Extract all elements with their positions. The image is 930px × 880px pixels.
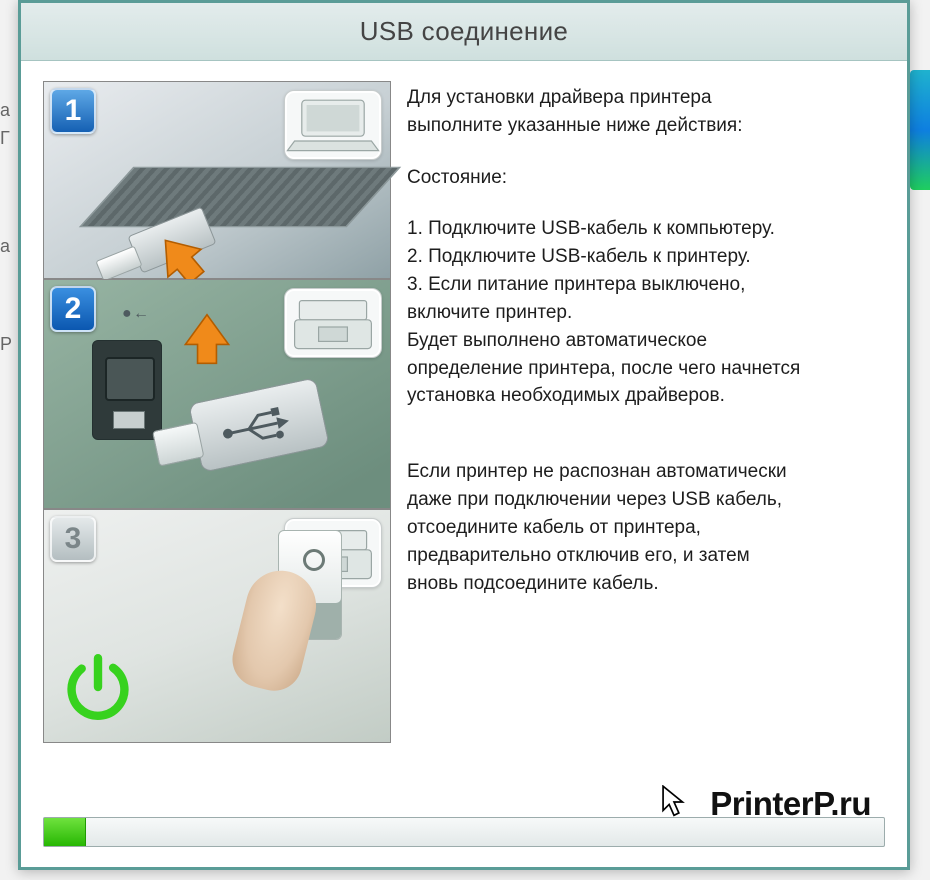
progress-fill xyxy=(44,818,86,846)
step-text: 2. Подключите USB-кабель к принтеру. xyxy=(407,244,879,270)
instruction-text: Для установки драйвера принтера выполнит… xyxy=(407,81,885,817)
watermark-text: PrinterP.ru xyxy=(710,785,871,823)
arrow-left-icon xyxy=(180,312,234,366)
power-icon xyxy=(62,651,134,728)
installer-window: USB соединение 1 2 ● ← xyxy=(18,0,910,870)
intro-line: выполните указанные ниже действия: xyxy=(407,113,879,139)
laptop-icon xyxy=(284,90,382,160)
state-label: Состояние: xyxy=(407,165,879,191)
finger-graphic xyxy=(227,563,324,696)
step-badge-1: 1 xyxy=(50,88,96,134)
step-badge-2: 2 xyxy=(50,286,96,332)
warn-text: даже при подключении через USB кабель, xyxy=(407,487,879,513)
steps-column: 1 2 ● ← xyxy=(43,81,391,817)
step-text: 3. Если питание принтера выключено, xyxy=(407,272,879,298)
printer-port xyxy=(92,340,162,440)
auto-text: установка необходимых драйверов. xyxy=(407,383,879,409)
step-text: 1. Подключите USB-кабель к компьютеру. xyxy=(407,216,879,242)
content-area: 1 2 ● ← xyxy=(21,61,907,817)
window-title: USB соединение xyxy=(360,16,568,47)
auto-text: Будет выполнено автоматическое xyxy=(407,328,879,354)
desktop-accent xyxy=(910,70,930,190)
warn-text: отсоедините кабель от принтера, xyxy=(407,515,879,541)
step-panel-1: 1 xyxy=(43,81,391,279)
warn-text: предварительно отключив его, и затем xyxy=(407,543,879,569)
printer-icon xyxy=(284,288,382,358)
step-panel-3: 3 xyxy=(43,509,391,743)
titlebar: USB соединение xyxy=(21,3,907,61)
footer xyxy=(21,817,907,867)
intro-line: Для установки драйвера принтера xyxy=(407,85,879,111)
usb-symbol-text: ● ← xyxy=(122,305,149,323)
keyboard-graphic xyxy=(79,167,401,228)
warn-text: Если принтер не распознан автоматически xyxy=(407,459,879,485)
step-badge-3: 3 xyxy=(50,516,96,562)
warn-text: вновь подсоедините кабель. xyxy=(407,571,879,597)
bg-letter: а xyxy=(0,236,10,257)
bg-letter: а xyxy=(0,100,10,121)
step-text: включите принтер. xyxy=(407,300,879,326)
usb-b-plug xyxy=(188,377,330,472)
bg-letter: Р xyxy=(0,334,12,355)
step-panel-2: 2 ● ← xyxy=(43,279,391,509)
bg-letter: Г xyxy=(0,128,10,149)
auto-text: определение принтера, после чего начнетс… xyxy=(407,356,879,382)
